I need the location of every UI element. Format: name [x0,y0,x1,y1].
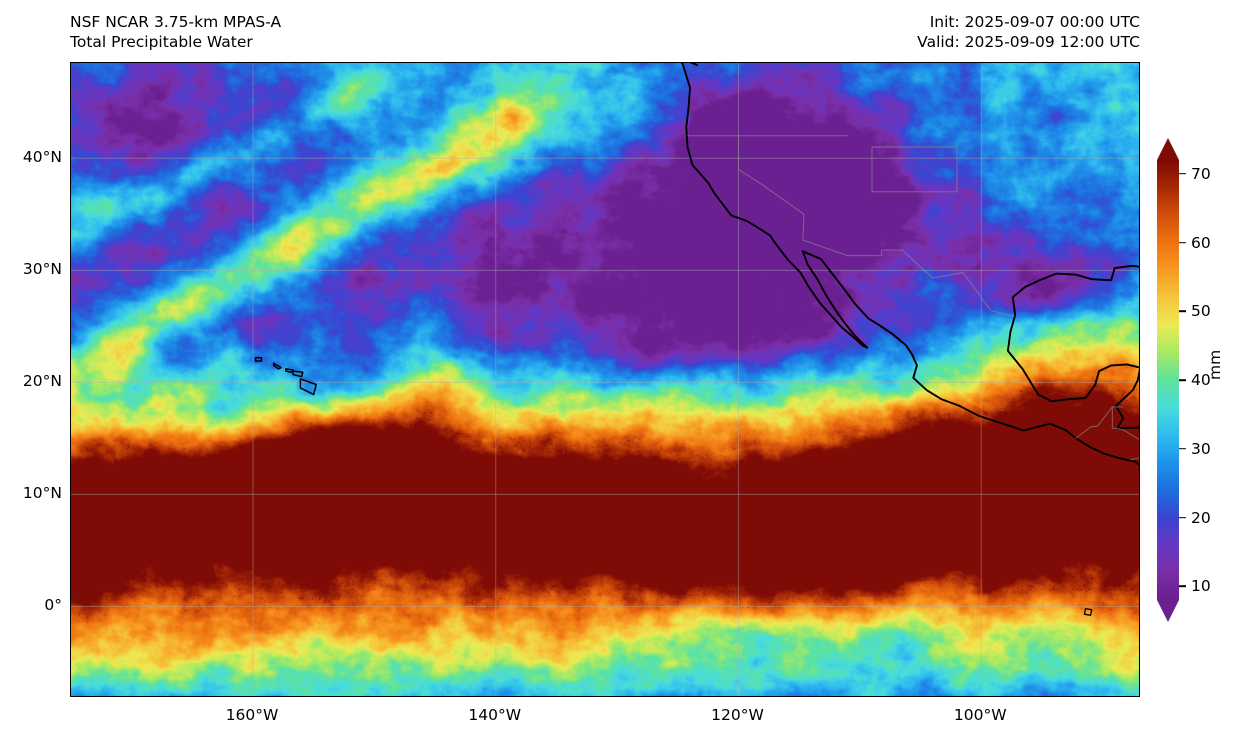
colorbar-tick [1179,241,1186,244]
coastline-galapagos [1083,607,1093,616]
colorbar-tick-label: 30 [1191,439,1211,458]
political-border [871,146,958,193]
lon-tick-label: 140°W [468,706,522,724]
model-title: NSF NCAR 3.75-km MPAS-A Total Precipitab… [70,13,282,51]
lat-tick-label: 0° [44,596,62,615]
lat-tick-label: 20°N [22,372,62,391]
colorbar-tick-label: 50 [1191,302,1211,321]
political-border [738,135,805,241]
coastline-kauai [254,356,263,362]
colorbar-under-arrow [1157,600,1179,622]
colorbar-tick [1179,310,1186,313]
political-border [1123,430,1139,440]
lat-tick-label: 10°N [22,484,62,503]
valid-time-block: Init: 2025-09-07 00:00 UTC Valid: 2025-0… [917,13,1140,51]
political-border [1075,406,1124,439]
coastline-overlay [71,63,1139,696]
lat-tick-label: 30°N [22,260,62,279]
political-border [1111,406,1125,431]
coastline-gulf-of-mexico [1011,264,1139,317]
coastline-vancouver-island [689,63,698,66]
lon-tick-label: 160°W [225,706,279,724]
colorbar-tick-label: 40 [1191,371,1211,389]
colorbar-tick-label: 60 [1191,233,1211,252]
coastline-molokai [285,368,294,373]
map-plot-area [70,62,1140,697]
colorbar-tick [1179,379,1186,381]
coastline-yucatan-central-america [1006,314,1139,430]
colorbar-gradient [1157,160,1179,600]
coastline-pacific-mexico [801,250,1137,463]
coastline-hawaii [299,378,317,396]
coastline-oahu [272,362,282,370]
colorbar-tick [1179,172,1186,175]
lon-tick-label: 120°W [711,706,764,724]
lat-tick-label: 40°N [22,148,62,167]
political-border [802,239,1015,317]
colorbar-tick [1179,447,1186,450]
coastline-maui [292,370,304,378]
political-border [1130,457,1139,461]
colorbar-unit-label: mm [1206,349,1224,380]
coastline-baja-east [801,250,869,349]
colorbar-tick-label: 10 [1191,577,1211,596]
colorbar-tick [1179,585,1186,588]
colorbar: 70 60 50 40 30 20 10 [1157,138,1211,622]
coastline-west-north-america [680,63,869,349]
colorbar-over-arrow [1157,138,1179,160]
coastline-isthmus-pacific [1134,460,1139,466]
colorbar-tick [1179,516,1186,519]
tpw-field-raster [71,63,1139,696]
lon-tick-label: 100°W [953,706,1007,724]
colorbar-tick-label: 20 [1191,508,1211,527]
colorbar-tick-label: 70 [1191,164,1211,183]
